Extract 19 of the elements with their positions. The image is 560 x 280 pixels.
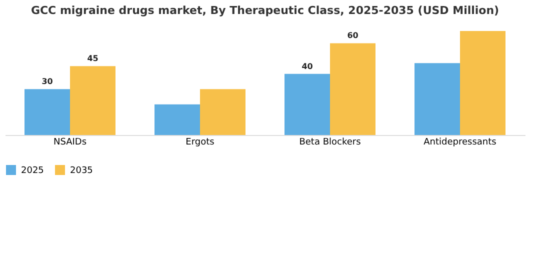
data-label: 30 [42,77,54,86]
bar [330,43,376,135]
data-label: 45 [87,54,99,64]
bar [284,74,330,135]
x-tick-label: Beta Blockers [299,138,362,148]
bar [70,66,116,135]
legend-label: 2035 [70,166,93,176]
data-label: 60 [347,31,359,40]
legend-label: 2025 [21,166,44,176]
bar [460,31,506,135]
bar [200,89,246,135]
chart-title: GCC migraine drugs market, By Therapeutic Class, 2025-2035 (USD Million) [30,4,500,17]
bar [414,63,460,135]
bar [24,89,70,135]
x-tick-label: Antidepressants [424,138,497,148]
data-label: 40 [302,62,314,71]
bar [154,104,200,135]
x-tick-label: Ergots [186,138,215,148]
x-tick-label: NSAIDs [53,138,87,148]
